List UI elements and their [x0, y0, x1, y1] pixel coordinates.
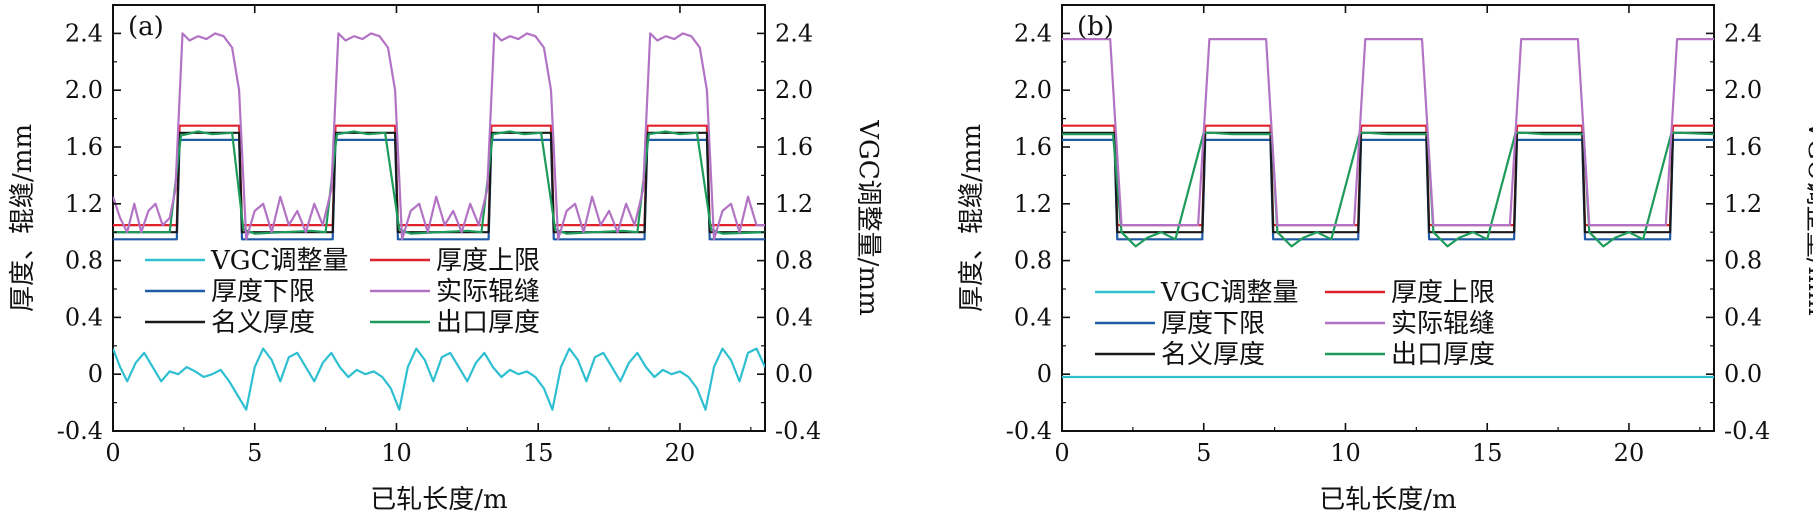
- y-tick-label-left: 2.0: [1014, 76, 1052, 104]
- y-tick-label-right: 0.8: [775, 247, 813, 275]
- plot-frame: [1061, 4, 1715, 432]
- series-line-lower: [113, 138, 765, 241]
- y-tick-label-right: 0.8: [1724, 247, 1762, 275]
- x-tick-label: 20: [1614, 439, 1645, 467]
- y-tick-label-left: 0.8: [65, 247, 103, 275]
- y-tick-label-right: 0.4: [1724, 303, 1762, 331]
- legend-item-lower: 厚度下限: [1095, 309, 1265, 339]
- y-tick-label-left: 2.0: [65, 76, 103, 104]
- y-tick-label-left: 0.4: [65, 303, 103, 331]
- y-tick-label-right: 2.0: [1724, 76, 1762, 104]
- chart-panel-a: 0 5 10 15 20-0.4 -0.40 0.00.4 0.40.8 0.81.2 1.21.…: [8, 4, 883, 515]
- legend-item-lower: 厚度下限: [145, 277, 315, 307]
- y-tick-label-left: 2.4: [65, 19, 103, 47]
- x-tick-label: 0: [1054, 439, 1069, 467]
- y-tick-label-right: 1.2: [775, 190, 813, 218]
- y-tick-label-left: 0.4: [1014, 303, 1052, 331]
- series-line-lower: [1062, 138, 1714, 241]
- y-tick-label-right: 1.2: [1724, 190, 1762, 218]
- y-tick-label-left: -0.4: [57, 417, 103, 445]
- y-tick-label-right: 1.6: [1724, 133, 1762, 161]
- y-tick-label-left: 1.2: [1014, 190, 1052, 218]
- y-tick-label-left: 0.8: [1014, 247, 1052, 275]
- y-tick-label-right: -0.4: [1724, 417, 1770, 445]
- chart-panel-b: 0 5 10 15 20-0.4 -0.40 0.00.4 0.40.8 0.81.2 1.21.…: [957, 4, 1813, 515]
- y-tick-label-right: 2.4: [1724, 19, 1762, 47]
- panel-label: (a): [128, 12, 164, 42]
- legend-label: 实际辊缝: [436, 277, 540, 307]
- x-tick-label: 5: [1196, 439, 1211, 467]
- x-axis-label: 已轧长度/m: [370, 485, 507, 515]
- y-axis-label-left: 厚度、辊缝/mm: [957, 124, 987, 312]
- legend-item-nominal: 名义厚度: [145, 308, 315, 338]
- y-tick-label-right: 0.4: [775, 303, 813, 331]
- series-group: [1062, 37, 1714, 379]
- series-line-gap: [1062, 37, 1714, 227]
- legend-label: 名义厚度: [1161, 340, 1265, 370]
- legend-label: VGC调整量: [1160, 278, 1298, 308]
- y-axis-label-right: VGC调整量/mm: [853, 119, 883, 316]
- x-axis-label: 已轧长度/m: [1319, 485, 1456, 515]
- x-tick-label: 10: [381, 439, 412, 467]
- legend-label: 出口厚度: [1391, 340, 1495, 370]
- y-tick-label-left: 1.2: [65, 190, 103, 218]
- y-tick-label-right: 1.6: [775, 133, 813, 161]
- series-line-nominal: [1062, 131, 1714, 234]
- series-line-exit: [1062, 131, 1714, 248]
- legend-item-vgc: VGC调整量: [1095, 278, 1298, 308]
- x-tick-label: 0: [105, 439, 120, 467]
- y-tick-label-left: 0: [1037, 360, 1052, 388]
- y-tick-label-right: 0.0: [775, 360, 813, 388]
- y-tick-label-right: 2.4: [775, 19, 813, 47]
- y-axis-label-left: 厚度、辊缝/mm: [8, 124, 38, 312]
- legend-item-vgc: VGC调整量: [145, 246, 348, 276]
- x-tick-label: 15: [523, 439, 554, 467]
- x-tick-label: 15: [1472, 439, 1503, 467]
- legend-item-upper: 厚度上限: [370, 246, 540, 276]
- series-line-nominal: [113, 131, 765, 234]
- y-tick-label-left: -0.4: [1006, 417, 1052, 445]
- y-tick-label-left: 0: [88, 360, 103, 388]
- legend-label: 厚度下限: [211, 277, 315, 307]
- y-tick-label-left: 1.6: [1014, 133, 1052, 161]
- series-line-exit: [113, 130, 765, 235]
- legend-label: VGC调整量: [210, 246, 348, 276]
- legend-label: 实际辊缝: [1391, 309, 1495, 339]
- legend-item-exit: 出口厚度: [1325, 340, 1495, 370]
- legend-item-exit: 出口厚度: [370, 308, 540, 338]
- legend-label: 厚度下限: [1161, 309, 1265, 339]
- series-line-gap: [113, 32, 765, 241]
- legend-item-nominal: 名义厚度: [1095, 340, 1265, 370]
- legend-item-gap: 实际辊缝: [1325, 309, 1495, 339]
- panel-label: (b): [1077, 12, 1114, 42]
- y-tick-label-right: -0.4: [775, 417, 821, 445]
- legend-label: 出口厚度: [436, 308, 540, 338]
- legend-item-upper: 厚度上限: [1325, 278, 1495, 308]
- legend-label: 厚度上限: [1391, 278, 1495, 308]
- x-tick-label: 10: [1330, 439, 1361, 467]
- y-axis-label-right: VGC调整量/mm: [1802, 119, 1813, 316]
- series-line-upper: [113, 124, 765, 227]
- y-tick-label-left: 1.6: [65, 133, 103, 161]
- y-tick-label-left: 2.4: [1014, 19, 1052, 47]
- plot-frame: [112, 4, 766, 432]
- legend-label: 厚度上限: [436, 246, 540, 276]
- x-tick-label: 20: [665, 439, 696, 467]
- x-tick-label: 5: [247, 439, 262, 467]
- series-group: [113, 32, 765, 411]
- y-tick-label-right: 0.0: [1724, 360, 1762, 388]
- series-line-vgc: [113, 347, 765, 411]
- legend-item-gap: 实际辊缝: [370, 277, 540, 307]
- y-tick-label-right: 2.0: [775, 76, 813, 104]
- legend-label: 名义厚度: [211, 308, 315, 338]
